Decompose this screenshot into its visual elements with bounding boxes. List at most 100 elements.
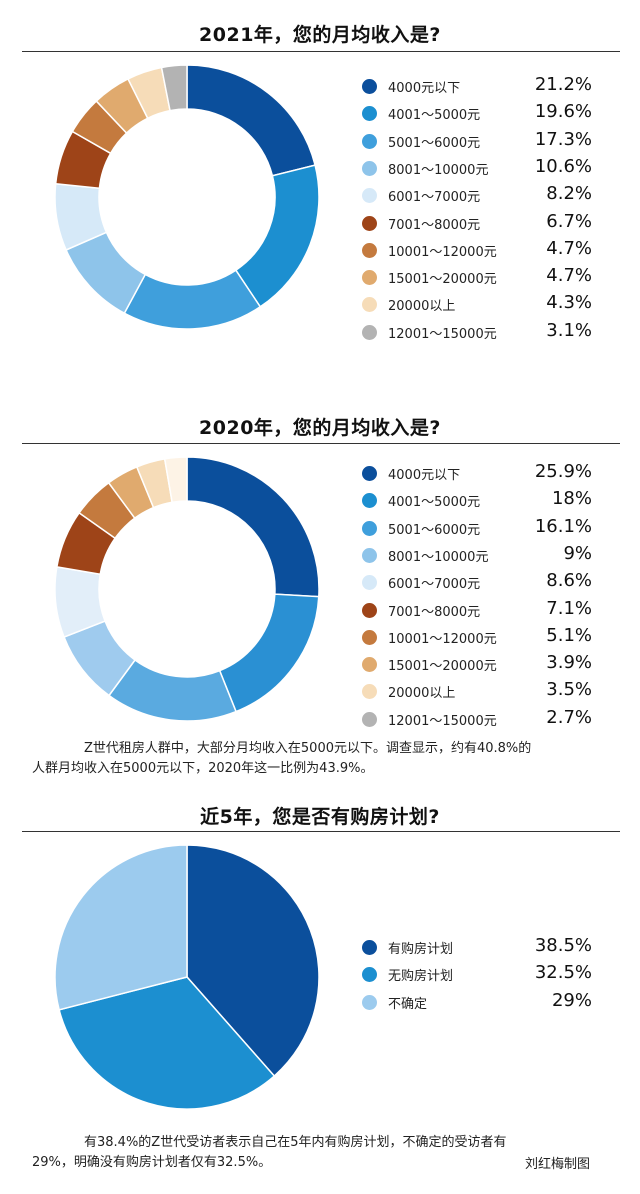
legend-label: 6001～7000元 xyxy=(388,190,481,206)
legend-swatch xyxy=(362,188,377,204)
legend-item: 5001～6000元 17.3% xyxy=(362,128,592,155)
legend-label: 4000元以下 xyxy=(388,468,461,483)
legend-value: 10.6% xyxy=(534,155,592,177)
legend-item: 8001～10000元 9% xyxy=(362,542,592,569)
legend-item: 5001～6000元 16.1% xyxy=(362,515,592,542)
slice-3 xyxy=(123,269,262,330)
note-housing-line1: 有38.4%的Z世代受访者表示自己在5年内有购房计划，不确定的受访者有 xyxy=(84,1135,507,1150)
legend-item: 8001～10000元 10.6% xyxy=(362,155,592,182)
legend-swatch xyxy=(362,133,377,149)
legend-label: 无购房计划 xyxy=(388,969,454,985)
legend-value: 2.7% xyxy=(546,706,592,728)
legend-value: 8.6% xyxy=(546,570,592,592)
legend-value: 4.7% xyxy=(546,265,592,287)
legend-label: 4001～5000元 xyxy=(388,495,481,511)
slice-10 xyxy=(160,64,188,112)
legend-label: 6001～7000元 xyxy=(388,577,481,593)
legend-swatch xyxy=(362,79,377,94)
legend-value: 6.7% xyxy=(546,210,592,232)
legend-item: 12001～15000元 2.7% xyxy=(362,706,592,733)
legend-swatch xyxy=(362,940,377,955)
legend-value: 3.1% xyxy=(546,319,592,341)
legend-value: 7.1% xyxy=(546,597,592,619)
legend-label: 20000以上 xyxy=(388,299,456,315)
legend-value: 19.6% xyxy=(534,101,592,123)
chart3-divider xyxy=(22,831,620,832)
legend-label: 15001～20000元 xyxy=(388,659,497,675)
chart2-title: 2020年，您的月均收入是? xyxy=(199,417,441,439)
legend-item: 有购房计划 38.5% xyxy=(362,934,592,961)
legend-value: 5.1% xyxy=(546,624,592,646)
legend-item: 7001～8000元 7.1% xyxy=(362,597,592,624)
legend-item: 6001～7000元 8.6% xyxy=(362,569,592,596)
legend-value: 4.3% xyxy=(546,292,592,314)
legend-item: 不确定 29% xyxy=(362,989,592,1016)
legend-value: 8.2% xyxy=(546,183,592,205)
legend-swatch xyxy=(362,242,377,258)
legend-item: 12001～15000元 3.1% xyxy=(362,319,592,346)
legend-label: 15001～20000元 xyxy=(388,272,497,288)
chart2-donut xyxy=(54,456,320,722)
legend-item: 无购房计划 32.5% xyxy=(362,961,592,988)
note-income-line2: 人群月均收入在5000元以下，2020年这一比例为43.9%。 xyxy=(32,761,374,776)
legend-item: 4000元以下 21.2% xyxy=(362,73,592,100)
slice-10 xyxy=(163,456,188,504)
legend-label: 有购房计划 xyxy=(388,942,454,957)
legend-swatch xyxy=(362,215,377,231)
note-income-line1: Z世代租房人群中，大部分月均收入在5000元以下。调查显示，约有40.8%的 xyxy=(84,741,532,756)
legend-label: 12001～15000元 xyxy=(388,326,497,342)
note-income: Z世代租房人群中，大部分月均收入在5000元以下。调查显示，约有40.8%的 人… xyxy=(32,739,590,779)
legend-swatch xyxy=(362,270,377,286)
slice-1 xyxy=(186,456,320,598)
legend-swatch xyxy=(362,106,377,122)
legend-swatch xyxy=(362,547,377,563)
legend-label: 8001～10000元 xyxy=(388,162,489,178)
legend-value: 9% xyxy=(563,542,592,564)
chart3-pie xyxy=(54,844,320,1110)
slice-2 xyxy=(218,593,320,713)
chart1-title: 2021年，您的月均收入是? xyxy=(199,24,441,46)
legend-value: 25.9% xyxy=(534,461,592,482)
legend-value: 3.9% xyxy=(546,652,592,674)
legend-label: 20000以上 xyxy=(388,686,456,702)
legend-swatch xyxy=(362,602,377,618)
legend-value: 29% xyxy=(551,989,592,1011)
legend-swatch xyxy=(362,160,377,176)
note-housing: 有38.4%的Z世代受访者表示自己在5年内有购房计划，不确定的受访者有 29%，… xyxy=(32,1133,590,1173)
legend-swatch xyxy=(362,466,377,481)
legend-item: 6001～7000元 8.2% xyxy=(362,182,592,209)
slice-3 xyxy=(54,844,188,1011)
legend-value: 16.1% xyxy=(534,515,592,537)
legend-label: 5001～6000元 xyxy=(388,522,481,538)
legend-label: 7001～8000元 xyxy=(388,604,481,620)
legend-swatch xyxy=(362,629,377,645)
legend-value: 38.5% xyxy=(534,935,592,956)
legend-item: 4000元以下 25.9% xyxy=(362,460,592,487)
legend-item: 4001～5000元 18% xyxy=(362,487,592,514)
legend-swatch xyxy=(362,657,377,673)
legend-item: 15001～20000元 3.9% xyxy=(362,651,592,678)
chart1-donut xyxy=(54,64,320,330)
legend-item: 20000以上 3.5% xyxy=(362,678,592,705)
legend-swatch xyxy=(362,711,377,727)
legend-value: 3.5% xyxy=(546,679,592,701)
chart3-title: 近5年，您是否有购房计划? xyxy=(200,806,440,828)
legend-item: 4001～5000元 19.6% xyxy=(362,100,592,127)
legend-swatch xyxy=(362,994,377,1010)
legend-label: 12001～15000元 xyxy=(388,713,497,729)
legend-value: 21.2% xyxy=(534,74,592,95)
legend-label: 10001～12000元 xyxy=(388,244,497,260)
legend-label: 不确定 xyxy=(388,996,428,1012)
slice-2 xyxy=(234,164,320,308)
legend-label: 8001～10000元 xyxy=(388,549,489,565)
chart1-divider xyxy=(22,51,620,52)
legend-item: 10001～12000元 4.7% xyxy=(362,237,592,264)
slice-1 xyxy=(186,64,316,177)
legend-item: 20000以上 4.3% xyxy=(362,291,592,318)
legend-value: 4.7% xyxy=(546,237,592,259)
credit: 刘红梅制图 xyxy=(524,1157,590,1172)
legend-swatch xyxy=(362,493,377,509)
chart2-divider xyxy=(22,443,620,444)
legend-item: 10001～12000元 5.1% xyxy=(362,624,592,651)
legend-value: 32.5% xyxy=(534,962,592,984)
